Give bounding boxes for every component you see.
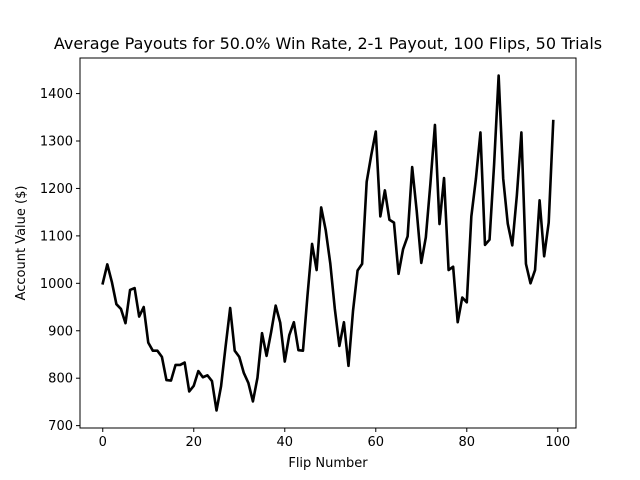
x-axis: 0 20 40 60 80 100 bbox=[99, 428, 570, 450]
y-tick-label: 800 bbox=[48, 372, 73, 387]
y-tick-label: 700 bbox=[48, 419, 73, 434]
x-tick-label: 80 bbox=[459, 435, 476, 450]
y-tick-label: 1400 bbox=[40, 87, 73, 102]
y-tick-label: 1300 bbox=[40, 135, 73, 150]
plot-frame bbox=[79, 57, 577, 429]
x-tick-label: 20 bbox=[185, 435, 202, 450]
y-tick-label: 1000 bbox=[40, 277, 73, 292]
y-axis: 700 800 900 1000 1100 1200 1300 1400 bbox=[40, 87, 80, 434]
x-tick-label: 60 bbox=[368, 435, 385, 450]
x-tick-label: 0 bbox=[99, 435, 107, 450]
y-tick-label: 900 bbox=[48, 324, 73, 339]
x-tick-label: 40 bbox=[276, 435, 293, 450]
series-layer bbox=[101, 74, 555, 412]
x-tick-label: 100 bbox=[545, 435, 570, 450]
y-axis-label: Account Value ($) bbox=[14, 186, 29, 301]
x-axis-label: Flip Number bbox=[288, 456, 368, 471]
y-tick-label: 1200 bbox=[40, 182, 73, 197]
series-line bbox=[101, 74, 555, 412]
chart-title: Average Payouts for 50.0% Win Rate, 2-1 … bbox=[54, 34, 602, 53]
y-tick-label: 1100 bbox=[40, 229, 73, 244]
